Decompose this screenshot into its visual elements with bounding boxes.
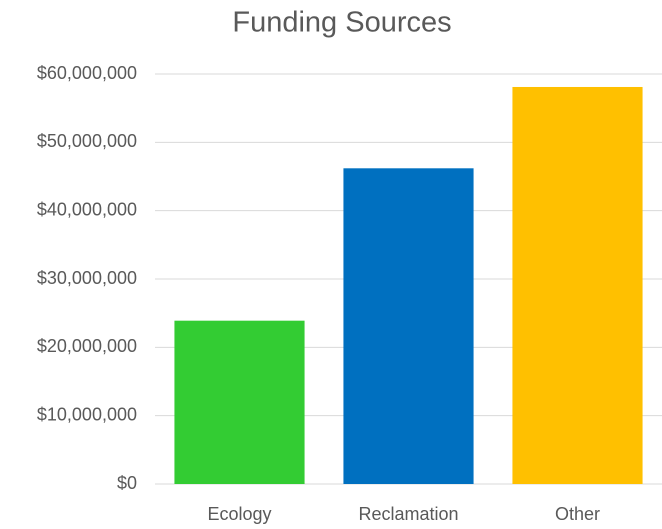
y-tick-label: $10,000,000 <box>37 404 137 424</box>
y-tick-label: $40,000,000 <box>37 199 137 219</box>
y-tick-label: $50,000,000 <box>37 131 137 151</box>
chart-title: Funding Sources <box>232 7 451 39</box>
y-tick-label: $30,000,000 <box>37 268 137 288</box>
x-tick-label: Other <box>555 504 600 524</box>
y-tick-label: $20,000,000 <box>37 336 137 356</box>
y-tick-label: $0 <box>117 473 137 493</box>
bar <box>343 168 474 485</box>
x-tick-label: Ecology <box>207 504 271 524</box>
bar <box>174 320 305 484</box>
x-tick-label: Reclamation <box>358 504 458 524</box>
y-tick-label: $60,000,000 <box>37 63 137 83</box>
bar <box>512 86 643 484</box>
